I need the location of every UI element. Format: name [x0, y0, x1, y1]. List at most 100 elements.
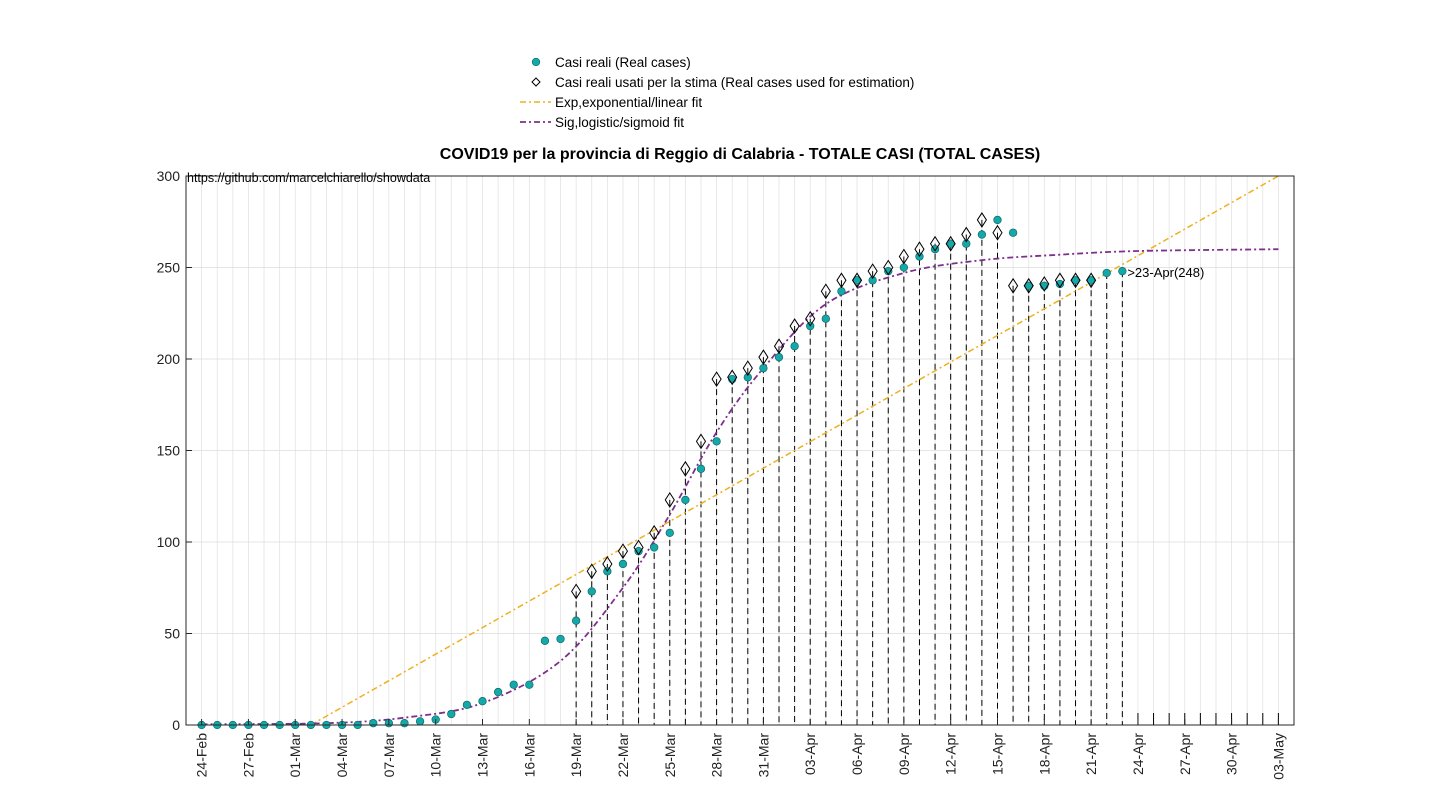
used-case-marker: [664, 491, 675, 508]
real-case-point: [1040, 281, 1049, 290]
x-tick-label: 06-Apr: [849, 733, 865, 775]
legend-label-used-cases: Casi reali usati per la stima (Real case…: [555, 75, 914, 90]
real-case-point: [525, 680, 534, 689]
real-case-point: [837, 287, 846, 296]
used-case-marker: [680, 460, 691, 477]
real-case-point: [571, 616, 581, 625]
used-case-marker: [602, 556, 613, 572]
x-tick-label: 28-Mar: [709, 733, 725, 778]
real-case-point: [868, 276, 877, 285]
real-case-point: [821, 314, 830, 323]
real-case-point: [759, 364, 768, 373]
used-case-marker: [617, 543, 629, 560]
last-point-annotation: >23-Apr(248): [1127, 265, 1204, 280]
used-case-marker: [883, 259, 894, 276]
legend-marker-real-cases: [531, 57, 541, 67]
real-case-point: [587, 587, 596, 596]
real-case-point: [1118, 267, 1127, 276]
used-case-marker: [976, 211, 987, 228]
real-case-point: [509, 680, 518, 689]
x-tick-label: 21-Apr: [1083, 733, 1099, 775]
used-case-marker: [695, 433, 707, 450]
x-tick-label: 24-Apr: [1130, 733, 1146, 775]
used-case-marker: [1054, 272, 1066, 289]
y-tick-label: 200: [157, 351, 181, 367]
real-case-point: [743, 373, 752, 382]
real-case-point: [478, 697, 487, 706]
x-tick-label: 24-Feb: [194, 733, 210, 778]
real-case-point: [400, 719, 409, 728]
used-case-marker: [789, 318, 800, 334]
x-tick-label: 18-Apr: [1036, 733, 1052, 775]
y-tick-label: 100: [157, 534, 181, 550]
legend: Casi reali (Real cases) Casi reali usati…: [520, 55, 914, 130]
used-case-marker: [1008, 277, 1019, 294]
real-case-point: [790, 342, 799, 351]
real-case-point: [899, 263, 909, 272]
data-points: [197, 211, 1127, 730]
real-case-point: [774, 353, 784, 362]
used-case-marker: [758, 349, 769, 366]
legend-label-exp-fit: Exp,exponential/linear fit: [555, 95, 702, 110]
used-case-marker: [1023, 277, 1034, 294]
x-tick-label: 25-Mar: [662, 733, 678, 778]
used-case-marker: [945, 235, 956, 252]
x-tick-label: 19-Mar: [568, 733, 584, 778]
exp-linear-fit-line: [310, 175, 1279, 726]
real-case-point: [681, 495, 690, 505]
real-case-point: [665, 528, 674, 537]
used-case-marker: [820, 283, 831, 300]
fit-lines: [201, 175, 1279, 726]
x-tick-label: 04-Mar: [334, 733, 350, 778]
legend-label-real-cases: Casi reali (Real cases): [555, 55, 691, 70]
used-case-marker: [711, 371, 722, 388]
real-case-point: [650, 543, 659, 552]
real-case-point: [1102, 268, 1111, 278]
x-tick-label: 16-Mar: [521, 733, 537, 778]
legend-marker-used-cases: [531, 77, 541, 87]
real-case-point: [415, 717, 425, 726]
used-case-marker: [571, 583, 582, 600]
used-case-marker: [867, 263, 878, 280]
x-tick-label: 03-Apr: [802, 733, 818, 775]
y-tick-label: 0: [172, 717, 180, 733]
used-case-marker: [961, 226, 972, 243]
used-case-marker: [773, 338, 785, 355]
real-case-point: [618, 559, 628, 569]
y-tick-label: 50: [164, 626, 180, 642]
used-case-marker: [649, 524, 660, 541]
x-tick-label: 30-Apr: [1224, 733, 1240, 775]
axes: 0 50 100 150 200 250 300 24-Feb 27-Feb 01-Mar 04-M…: [157, 168, 1295, 780]
x-tick-label: 12-Apr: [943, 733, 959, 775]
real-case-point: [1008, 228, 1018, 237]
x-tick-label: 07-Mar: [381, 733, 397, 778]
real-case-point: [696, 464, 706, 473]
real-case-point: [993, 215, 1002, 225]
used-case-marker: [851, 272, 863, 289]
used-case-marker: [914, 241, 925, 258]
real-case-point: [462, 700, 472, 710]
real-case-point: [369, 719, 378, 728]
real-case-point: [493, 687, 503, 697]
real-case-point: [1086, 276, 1096, 285]
source-note: https://github.com/marcelchiarello/showd…: [187, 171, 430, 185]
sigmoid-fit-curve: [201, 248, 1279, 726]
used-case-marker: [898, 248, 909, 265]
x-tick-label: 27-Feb: [240, 733, 256, 778]
x-tick-label: 22-Mar: [615, 733, 631, 778]
real-case-point: [977, 230, 987, 239]
used-case-marker: [1086, 272, 1097, 289]
used-case-marker: [805, 310, 816, 327]
x-tick-label: 27-Apr: [1177, 733, 1193, 775]
real-case-point: [852, 276, 862, 285]
real-case-point: [540, 636, 550, 645]
legend-label-sig-fit: Sig,logistic/sigmoid fit: [555, 115, 684, 130]
x-tick-label: 15-Apr: [989, 733, 1005, 775]
used-case-marker: [1070, 272, 1081, 289]
x-tick-label: 31-Mar: [755, 733, 771, 778]
chart-title: COVID19 per la provincia di Reggio di Ca…: [440, 146, 1040, 163]
used-case-marker: [1039, 276, 1050, 292]
real-case-point: [1071, 276, 1080, 285]
